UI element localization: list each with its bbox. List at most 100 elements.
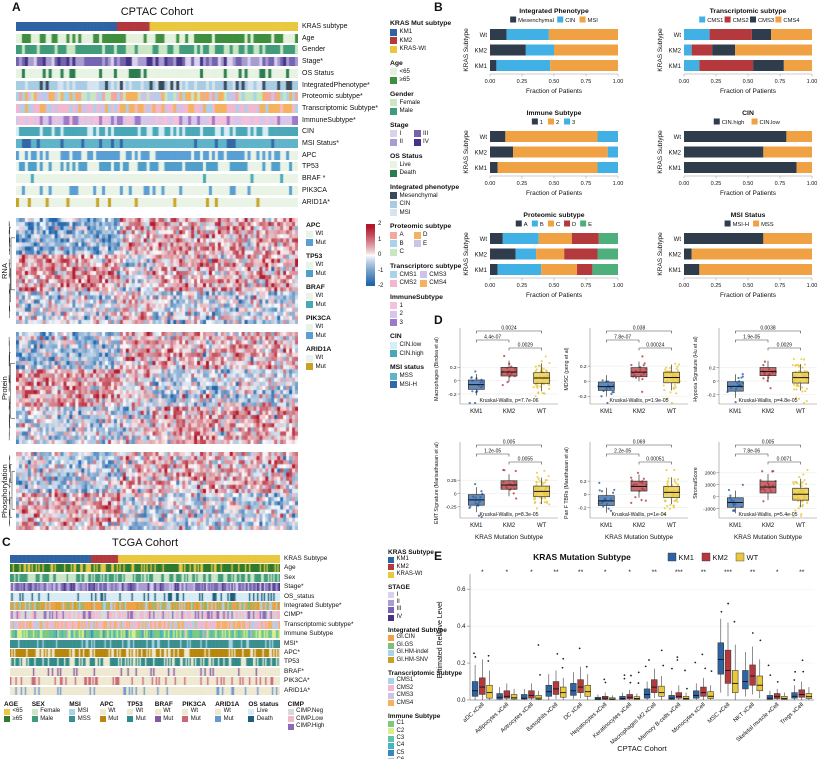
jitter-point	[797, 397, 801, 400]
x-tick-label: KM1	[470, 523, 483, 529]
y-tick-label: KM1	[669, 166, 682, 172]
annotation-track-row: KRAS Subtype	[10, 555, 327, 563]
legend-color-chip	[388, 571, 394, 578]
jitter-point	[794, 396, 798, 399]
jitter-point	[792, 383, 796, 387]
legend-item-label: MSI-H	[733, 222, 749, 228]
annotation-track-kras-subtype	[10, 555, 280, 563]
kruskal-wallis-label: Kruskal-Wallis, p=7.7e-06	[479, 398, 538, 404]
box	[486, 684, 493, 699]
boxplot-stromalscore: -1000 0 1000 2000 0.005 7.8e-06 0.0071 Kruskal-…	[691, 434, 820, 553]
legend-item-label: E	[423, 239, 428, 247]
jitter-point	[670, 401, 673, 405]
box	[693, 690, 700, 699]
box	[528, 690, 535, 699]
bar-segment	[684, 44, 692, 56]
annotation-track-row: APC	[16, 150, 316, 160]
legend-color-chip	[31, 708, 38, 715]
outlier-point	[604, 681, 607, 684]
box	[479, 677, 486, 695]
legend-color-chip	[388, 607, 394, 614]
legend-color-chip	[388, 599, 394, 606]
outlier-point	[637, 671, 640, 674]
legend-item-label: WT	[747, 553, 759, 562]
box	[570, 683, 577, 696]
x-tick-label: KM1	[729, 523, 742, 529]
jitter-point	[665, 370, 668, 373]
xcell-boxplot-chart: KRAS Mutation Subtype KM1 KM2 WT 0.0 0.2 0.4 0.…	[432, 550, 820, 759]
jitter-point	[534, 365, 537, 368]
panel-c-tcga: C TCGA Cohort KRAS Subtype KM1 KM2 KRAS-Wt S…	[0, 535, 462, 759]
bar-segment	[515, 248, 537, 260]
panel-label-e: E	[434, 549, 443, 563]
jitter-point	[612, 488, 615, 491]
legend-title: PIK3CA	[306, 315, 331, 322]
jitter-point	[601, 379, 604, 382]
y-tick-label: -0.2	[448, 392, 457, 398]
legend-color-chip	[390, 240, 397, 248]
legend-item-label: CIN.high	[722, 120, 745, 126]
jitter-point	[802, 358, 806, 361]
legend-item-label: 3	[399, 318, 403, 326]
outlier-point	[684, 669, 686, 672]
jitter-point	[537, 391, 540, 394]
x-tick-label: KM1	[600, 409, 613, 415]
y-axis-title: KRAS Subtype	[463, 28, 470, 72]
jitter-point	[796, 383, 799, 386]
box	[651, 679, 658, 693]
bar-segment	[490, 162, 498, 173]
jitter-point	[801, 366, 804, 369]
bar-segment	[554, 44, 618, 56]
bar-segment	[684, 131, 787, 142]
jitter-point	[727, 488, 731, 492]
legend-item-label: CIN.high	[399, 349, 424, 357]
y-tick-label: 0.0	[457, 698, 466, 704]
outlier-point	[630, 674, 632, 677]
legend-color-chip	[390, 381, 397, 389]
x-tick-label: 0.25	[711, 79, 722, 85]
annotation-track-msi-status	[16, 139, 298, 148]
outlier-point	[767, 664, 770, 667]
legend-group-os-status: OS status Live Death	[248, 701, 279, 723]
y-tick-label: Wt	[480, 237, 488, 243]
box	[510, 694, 518, 700]
y-tick-label: -0.2	[707, 392, 716, 398]
legend-group-braf: BRAF Wt Mut	[306, 284, 362, 309]
jitter-point	[535, 481, 539, 484]
legend-group-kras-subtype: KRAS Subtype KM1 KM2 KRAS-Wt	[388, 549, 434, 578]
annotation-track-gender	[16, 45, 298, 55]
outlier-point	[802, 670, 805, 673]
annotation-track-os-status	[16, 68, 298, 78]
panel-a-title: CPTAC Cohort	[120, 6, 194, 18]
annotation-track-pik3ca	[10, 677, 280, 686]
annotation-track-braf	[16, 174, 298, 184]
x-tick-label: 0.00	[679, 79, 690, 85]
legend-group-arid1a: ARID1A Wt Mut	[306, 346, 362, 371]
jitter-point	[601, 505, 604, 508]
bar-segment	[538, 233, 572, 244]
legend-item-label: CMS4	[396, 699, 414, 706]
jitter-point	[792, 357, 795, 361]
outlier-point	[487, 654, 490, 657]
legend-item-label: CIN.low	[399, 341, 422, 348]
row-dendrogram	[8, 218, 16, 329]
bar-segment	[497, 264, 542, 275]
legend-color-chip	[547, 118, 554, 125]
p-value-label: 0.0055	[518, 457, 534, 463]
bar-segment	[735, 44, 812, 56]
legend-item-label: Wt	[163, 708, 171, 715]
legend-title: SEX	[31, 701, 45, 708]
jitter-point	[633, 496, 636, 499]
y-tick-label: KM2	[669, 49, 682, 55]
bar-segment	[490, 264, 498, 275]
legend-items: CMS1 CMS2 CMS3 CMS4	[388, 677, 432, 707]
box	[805, 693, 813, 699]
legend-item-label: CIMP.Low	[296, 715, 324, 722]
annotation-track-row: ARID1A*	[10, 686, 310, 695]
legend-group-arid1a: ARID1A Wt Mut	[215, 701, 239, 723]
legend-item-label: KRAS-Wt	[399, 45, 426, 52]
jitter-point	[792, 515, 795, 519]
significance-stars: **	[553, 569, 559, 576]
legend-item-label: C6	[397, 757, 405, 759]
legend-item: C2	[388, 728, 432, 735]
